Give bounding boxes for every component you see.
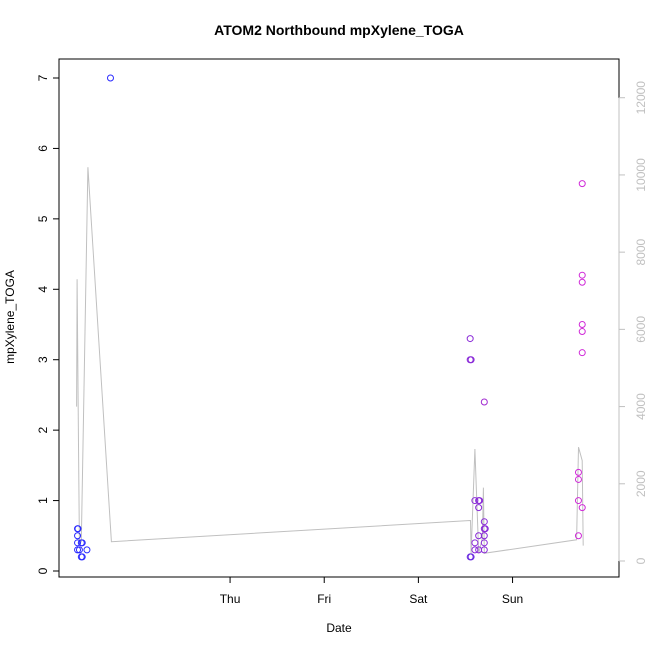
y2-tick-label: 4000 (634, 393, 648, 420)
data-point (480, 518, 488, 526)
data-point (574, 497, 582, 505)
data-point (471, 546, 479, 554)
data-point (480, 398, 488, 406)
y2-tick-label: 8000 (634, 238, 648, 265)
data-point (481, 525, 489, 533)
y2-tick-label: 10000 (634, 158, 648, 192)
x-tick-label: Thu (220, 592, 241, 606)
data-point (480, 546, 488, 554)
y2-tick-label: 2000 (634, 470, 648, 497)
y-tick-label: 2 (36, 426, 50, 433)
data-point (578, 349, 586, 357)
data-point (467, 356, 475, 364)
y2-tick-label: 12000 (634, 81, 648, 115)
data-point (74, 539, 82, 547)
data-point (574, 475, 582, 483)
data-point (75, 546, 83, 554)
plot-area-frame (58, 58, 620, 578)
data-point (578, 271, 586, 279)
y-tick-label: 6 (36, 145, 50, 152)
scatter-points-layer (74, 74, 586, 561)
y-tick-label: 7 (36, 74, 50, 81)
data-point (475, 504, 483, 512)
data-point (578, 180, 586, 188)
y-tick-label: 0 (36, 567, 50, 574)
data-point (466, 335, 474, 343)
data-point (574, 532, 582, 540)
data-point (78, 553, 86, 561)
data-point (106, 74, 114, 82)
chart-title: ATOM2 Northbound mpXylene_TOGA (214, 22, 464, 38)
data-point (78, 539, 86, 547)
data-point (578, 278, 586, 286)
x-axis: Thu Fri Sat Sun (220, 576, 523, 606)
y-tick-label: 1 (36, 497, 50, 504)
y-tick-label: 5 (36, 215, 50, 222)
y2-axis: 0 2000 4000 6000 8000 10000 12000 (618, 81, 648, 564)
data-point (471, 497, 479, 505)
x-axis-label: Date (326, 621, 352, 635)
data-point (74, 525, 82, 533)
data-point (74, 546, 82, 554)
data-point (480, 532, 488, 540)
data-point (467, 553, 475, 561)
data-point (578, 328, 586, 336)
data-point (574, 468, 582, 476)
data-point (476, 497, 484, 505)
data-point (475, 532, 483, 540)
data-point (83, 546, 91, 554)
y2-tick-label: 6000 (634, 316, 648, 343)
y-axis: 0 1 2 3 4 5 6 7 (36, 74, 60, 574)
altitude-line-layer (76, 167, 584, 554)
data-point (480, 539, 488, 547)
y-tick-label: 4 (36, 286, 50, 293)
data-point (578, 504, 586, 512)
y-axis-label: mpXylene_TOGA (3, 270, 17, 364)
x-tick-label: Sat (409, 592, 428, 606)
y2-tick-label: 0 (634, 557, 648, 564)
x-tick-label: Sun (502, 592, 523, 606)
data-point (578, 321, 586, 328)
x-tick-label: Fri (317, 592, 331, 606)
data-point (74, 532, 82, 540)
y-tick-label: 3 (36, 356, 50, 363)
altitude-line (76, 167, 584, 554)
data-point (471, 539, 479, 547)
